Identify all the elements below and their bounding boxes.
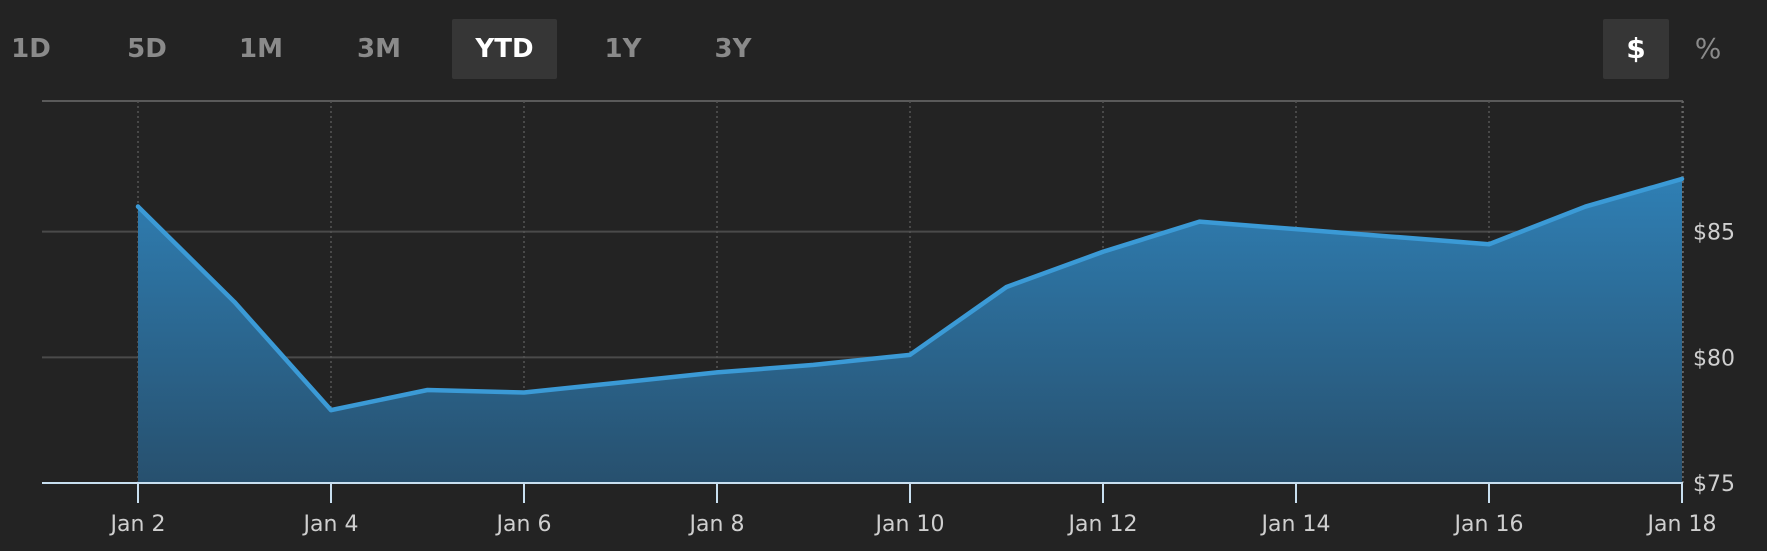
tab-3y[interactable]: 3Y <box>714 34 752 64</box>
unit-dollar-toggle[interactable]: $ <box>1603 19 1669 79</box>
x-tick-label: Jan 12 <box>1067 512 1138 537</box>
data-point <box>522 390 526 395</box>
tab-5d[interactable]: 5D <box>127 34 167 64</box>
data-point <box>232 300 237 305</box>
x-tick-label: Jan 14 <box>1260 512 1331 537</box>
data-point <box>811 362 816 367</box>
tab-3m[interactable]: 3M <box>357 34 401 64</box>
data-point <box>618 380 623 385</box>
x-tick-label: Jan 18 <box>1646 512 1717 537</box>
data-point <box>715 370 719 375</box>
data-point <box>1680 176 1684 181</box>
data-point <box>1390 234 1395 239</box>
x-tick-label: Jan 8 <box>688 512 745 537</box>
x-tick-label: Jan 16 <box>1453 512 1524 537</box>
data-point <box>1101 249 1105 254</box>
y-tick-label: $75 <box>1693 472 1735 497</box>
x-tick-label: Jan 10 <box>874 512 945 537</box>
tick-labels: Jan 2 Jan 4 Jan 6 Jan 8 Jan 10 Jan 12 Jan 14 Ja… <box>109 221 1735 537</box>
area-fill <box>138 178 1682 483</box>
x-tick-label: Jan 2 <box>109 512 166 537</box>
axes <box>42 176 1684 503</box>
data-point <box>1294 227 1298 232</box>
tab-1y[interactable]: 1Y <box>604 34 642 64</box>
tab-1d[interactable]: 1D <box>11 34 51 64</box>
tab-1m[interactable]: 1M <box>239 34 283 64</box>
data-point <box>1004 284 1009 289</box>
data-point <box>425 388 430 393</box>
data-point <box>1487 242 1491 247</box>
tab-ytd[interactable]: YTD <box>452 19 557 79</box>
data-point <box>329 408 333 413</box>
data-point <box>1583 204 1588 209</box>
area-fill-layer <box>135 176 1685 483</box>
y-tick-label: $85 <box>1693 221 1735 246</box>
y-tick-label: $80 <box>1693 346 1735 371</box>
unit-percent-toggle[interactable]: % <box>1694 32 1722 65</box>
data-point <box>136 204 140 209</box>
data-point <box>1197 219 1202 224</box>
x-tick-label: Jan 4 <box>302 512 359 537</box>
data-point <box>908 352 912 357</box>
x-tick-label: Jan 6 <box>495 512 552 537</box>
